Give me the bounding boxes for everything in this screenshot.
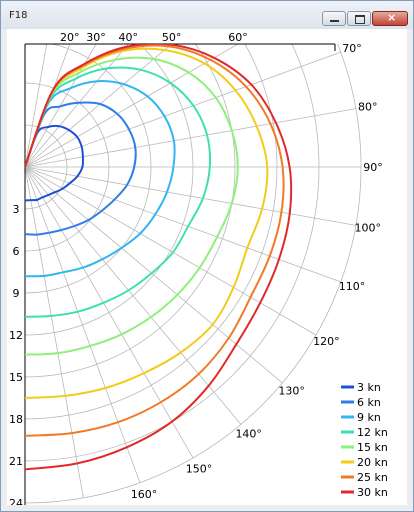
legend-label: 6 kn [357, 396, 381, 409]
polar-chart: 3 6 9 12 15 18 21 24 20° 30° 40° 50° 60° 70° 80° 90° 100… [9, 31, 388, 512]
legend-label: 20 kn [357, 456, 388, 469]
legend: 3 kn 6 kn 9 kn 12 kn 15 kn 20 kn 25 kn 30 kn [341, 381, 388, 499]
radial-tick-label: 3 [13, 203, 20, 216]
angle-tick-label: 100° [354, 221, 381, 234]
polar-curve-6-kn [25, 101, 137, 236]
minimize-button[interactable] [322, 11, 346, 26]
grid-spoke [25, 166, 194, 459]
polar-curve-30-kn [25, 44, 293, 471]
angle-tick-label: 80° [358, 101, 378, 114]
close-button[interactable]: × [372, 11, 408, 26]
angle-tick-label: 90° [363, 161, 383, 174]
grid-spoke [25, 44, 129, 168]
grid-spoke [25, 166, 84, 498]
grid-ring [25, 44, 278, 420]
close-icon: × [387, 11, 397, 24]
axes [24, 43, 336, 505]
radial-tick-label: 18 [9, 413, 23, 426]
polar-curve-25-kn [25, 44, 285, 437]
angle-tick-label: 150° [186, 462, 213, 475]
angle-tick-label: 110° [339, 280, 366, 293]
plot-area: 3 6 9 12 15 18 21 24 20° 30° 40° 50° 60° 70° 80° 90° 100… [7, 29, 407, 512]
grid-spoke [25, 166, 341, 283]
window-title: F18 [9, 10, 28, 21]
legend-label: 3 kn [357, 381, 381, 394]
radial-tick-label: 21 [9, 455, 23, 468]
grid-spoke [25, 166, 283, 384]
polar-curve-20-kn [25, 47, 269, 399]
polar-grid [25, 44, 362, 504]
maximize-button[interactable] [347, 11, 371, 26]
radial-tick-label: 24 [9, 497, 23, 505]
angle-tick-label: 30° [86, 31, 106, 44]
grid-spoke [25, 166, 356, 226]
polar-curves [25, 44, 293, 471]
grid-spoke [25, 44, 48, 168]
grid-spoke [25, 51, 341, 168]
grid-spoke [25, 166, 242, 425]
legend-label: 12 kn [357, 426, 388, 439]
angle-tick-label: 40° [118, 31, 138, 44]
polar-curve-15-kn [25, 56, 239, 356]
legend-label: 15 kn [357, 441, 388, 454]
maximize-icon [355, 15, 365, 24]
angle-tick-label: 70° [342, 42, 362, 55]
polar-curve-12-kn [25, 66, 212, 318]
axis-labels: 3 6 9 12 15 18 21 24 20° 30° 40° 50° 60° 70° 80° 90° 100… [9, 31, 383, 512]
angle-tick-label: 20° [60, 31, 80, 44]
polar-curve-3-kn [25, 124, 85, 202]
grid-spoke [25, 166, 141, 483]
grid-spoke [25, 44, 97, 168]
angle-tick-label: 130° [278, 385, 305, 398]
minimize-icon [330, 20, 339, 22]
radial-tick-label: 9 [13, 287, 20, 300]
angle-tick-label: 140° [235, 428, 262, 441]
legend-label: 9 kn [357, 411, 381, 424]
radial-tick-label: 15 [9, 371, 23, 384]
legend-label: 25 kn [357, 471, 388, 484]
angle-tick-label: 170° [72, 504, 99, 505]
angle-tick-label: 60° [228, 31, 248, 44]
angle-tick-label: 160° [131, 488, 158, 501]
grid-spoke [25, 108, 356, 168]
grid-spoke [25, 44, 239, 168]
angle-tick-label: 120° [313, 335, 340, 348]
grid-spoke [25, 166, 317, 336]
polar-curve-9-kn [25, 80, 176, 278]
legend-label: 30 kn [357, 486, 388, 499]
title-bar: F18 × [1, 1, 413, 29]
radial-tick-label: 12 [9, 329, 23, 342]
angle-tick-label: 50° [162, 31, 182, 44]
radial-tick-label: 6 [13, 245, 20, 258]
